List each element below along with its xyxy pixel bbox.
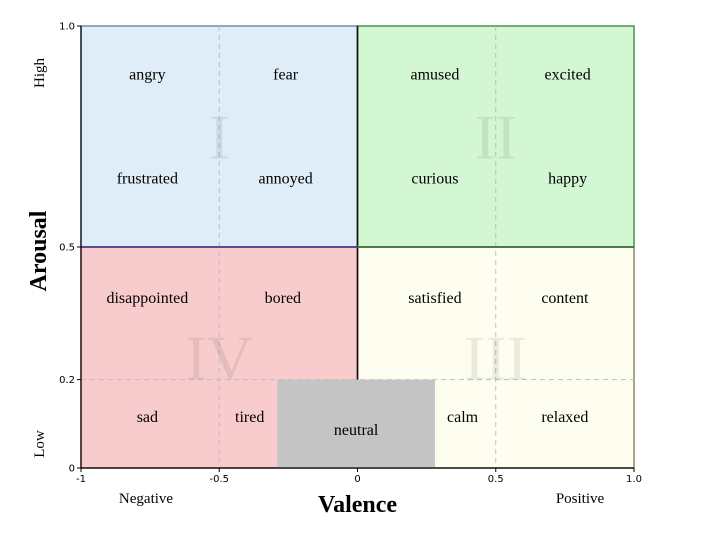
x-tick-label: 0.5 bbox=[488, 474, 504, 485]
quadrant-numeral-iii: III bbox=[464, 323, 528, 394]
x-tick-label: -0.5 bbox=[209, 474, 229, 485]
y-tick-label: 1.0 bbox=[59, 22, 75, 33]
emotion-label-satisfied: satisfied bbox=[408, 290, 461, 307]
emotion-label-happy: happy bbox=[548, 170, 587, 187]
emotion-label-angry: angry bbox=[129, 67, 165, 84]
emotion-label-amused: amused bbox=[410, 67, 459, 84]
x-tick-label: 1.0 bbox=[626, 474, 642, 485]
x-tick-label: -1 bbox=[76, 474, 86, 485]
y-tick-label: 0 bbox=[69, 464, 75, 475]
y-tick-label: 0.5 bbox=[59, 243, 75, 254]
x-axis-positive-label: Positive bbox=[556, 491, 605, 507]
ticks-layer: -1 -0.5 0 0.5 1.0 0 0.2 0.5 1.0 bbox=[59, 22, 642, 486]
emotion-label-excited: excited bbox=[545, 67, 591, 84]
y-axis-title: Arousal bbox=[26, 210, 52, 291]
emotion-label-frustrated: frustrated bbox=[117, 170, 178, 187]
emotion-label-calm: calm bbox=[447, 409, 479, 426]
emotion-label-tired: tired bbox=[235, 409, 264, 426]
neutral-label: neutral bbox=[334, 422, 379, 439]
y-tick-label: 0.2 bbox=[59, 375, 75, 386]
y-axis-low-label: Low bbox=[32, 430, 48, 458]
y-axis-high-label: High bbox=[32, 58, 48, 89]
x-tick-label: 0 bbox=[354, 474, 360, 485]
emotion-label-relaxed: relaxed bbox=[541, 409, 588, 426]
neutral-region-layer: neutral bbox=[277, 379, 435, 468]
emotion-label-disappointed: disappointed bbox=[106, 290, 188, 307]
emotion-label-curious: curious bbox=[411, 170, 458, 187]
neutral-region bbox=[277, 379, 435, 468]
emotion-label-sad: sad bbox=[137, 409, 158, 426]
emotion-labels-layer: angry fear frustrated annoyed amused excited c… bbox=[106, 67, 590, 427]
quadrant-numeral-iv: IV bbox=[185, 323, 253, 394]
x-axis-title: Valence bbox=[318, 492, 397, 518]
x-axis-negative-label: Negative bbox=[119, 491, 173, 507]
emotion-label-fear: fear bbox=[273, 67, 299, 84]
emotion-label-content: content bbox=[541, 290, 589, 307]
quadrant-numeral-ii: II bbox=[474, 102, 517, 173]
quadrant-numeral-i: I bbox=[209, 102, 230, 173]
emotion-label-bored: bored bbox=[265, 290, 301, 307]
emotion-label-annoyed: annoyed bbox=[259, 170, 313, 187]
